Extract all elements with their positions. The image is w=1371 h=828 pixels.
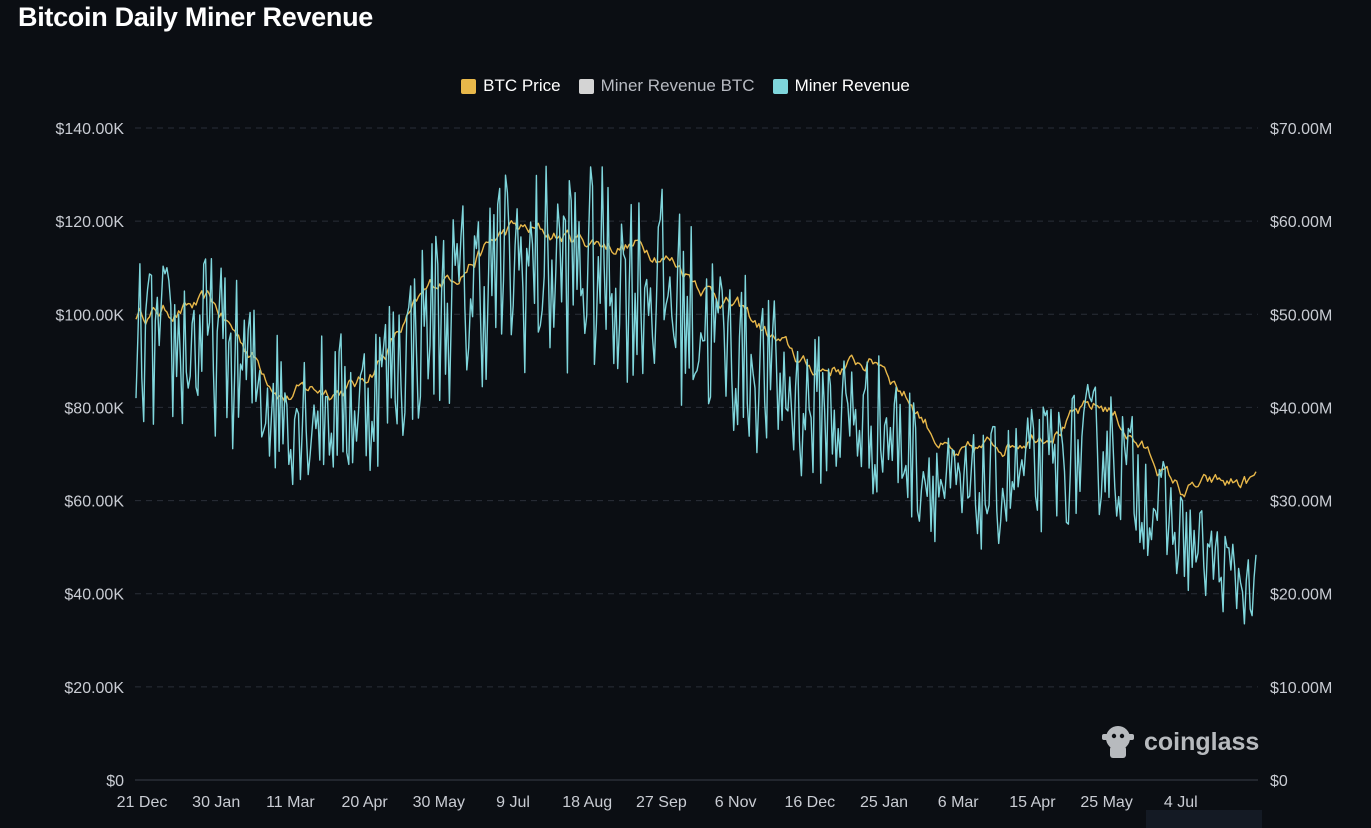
- right-axis: $0 $10.00M $20.00M $30.00M $40.00M $50.00M $60…: [1270, 121, 1332, 790]
- left-tick-label: $100.00K: [55, 307, 124, 324]
- left-axis: $0 $20.00K $40.00K $60.00K $80.00K $100.00K $1…: [55, 121, 124, 790]
- x-tick-label: 6 Mar: [938, 794, 980, 811]
- legend-swatch-btc-price: [461, 78, 477, 94]
- x-tick-label: 4 Jul: [1164, 794, 1198, 811]
- grid-lines: [135, 127, 1258, 781]
- right-tick-label: $0: [1270, 773, 1288, 790]
- x-tick-label: 21 Dec: [117, 794, 168, 811]
- chart-legend: BTC Price Miner Revenue BTC Miner Revenu…: [0, 76, 1371, 96]
- right-tick-label: $40.00M: [1270, 400, 1332, 417]
- legend-label-miner-revenue: Miner Revenue: [794, 76, 910, 95]
- left-tick-label: $80.00K: [64, 400, 124, 417]
- left-tick-label: $20.00K: [64, 680, 124, 697]
- legend-label-btc-price: BTC Price: [483, 76, 561, 95]
- left-tick-label: $140.00K: [55, 121, 124, 138]
- x-tick-label: 11 Mar: [266, 794, 315, 811]
- left-tick-label: $120.00K: [55, 214, 124, 231]
- legend-swatch-miner-revenue-btc: [578, 78, 594, 94]
- x-tick-label: 6 Nov: [715, 794, 757, 811]
- legend-item-miner-revenue[interactable]: Miner Revenue: [772, 76, 910, 96]
- x-tick-label: 25 May: [1080, 794, 1132, 811]
- right-tick-label: $10.00M: [1270, 680, 1332, 697]
- x-tick-label: 9 Jul: [496, 794, 530, 811]
- x-tick-label: 25 Jan: [860, 794, 908, 811]
- x-tick-label: 18 Aug: [562, 794, 612, 811]
- watermark-text: coinglass: [1144, 727, 1260, 756]
- legend-swatch-miner-revenue: [772, 78, 788, 94]
- chart-title: Bitcoin Daily Miner Revenue: [18, 2, 373, 32]
- legend-label-miner-revenue-btc: Miner Revenue BTC: [600, 76, 755, 95]
- x-tick-label: 16 Dec: [784, 794, 835, 811]
- coinglass-logo-icon: [1102, 726, 1134, 758]
- x-tick-label: 30 May: [413, 794, 465, 811]
- right-tick-label: $30.00M: [1270, 494, 1332, 511]
- left-tick-label: $40.00K: [64, 587, 124, 604]
- left-tick-label: $0: [106, 773, 124, 790]
- range-selector-handle[interactable]: [1146, 810, 1262, 828]
- x-tick-label: 27 Sep: [636, 794, 687, 811]
- series-line-miner-revenue[interactable]: [135, 165, 1257, 625]
- x-tick-label: 15 Apr: [1009, 794, 1056, 811]
- left-tick-label: $60.00K: [64, 494, 124, 511]
- x-axis: 21 Dec 30 Jan 11 Mar 20 Apr 30 May 9 Jul 18 Au…: [117, 794, 1198, 811]
- series-line-btc-price[interactable]: [135, 219, 1257, 498]
- x-tick-label: 20 Apr: [341, 794, 388, 811]
- right-tick-label: $50.00M: [1270, 307, 1332, 324]
- legend-item-btc-price[interactable]: BTC Price: [461, 76, 561, 96]
- right-tick-label: $70.00M: [1270, 121, 1332, 138]
- x-tick-label: 30 Jan: [192, 794, 240, 811]
- coinglass-watermark: coinglass: [1100, 722, 1259, 762]
- right-tick-label: $60.00M: [1270, 214, 1332, 231]
- series-layer: [135, 165, 1257, 625]
- right-tick-label: $20.00M: [1270, 587, 1332, 604]
- legend-item-miner-revenue-btc[interactable]: Miner Revenue BTC: [578, 76, 755, 96]
